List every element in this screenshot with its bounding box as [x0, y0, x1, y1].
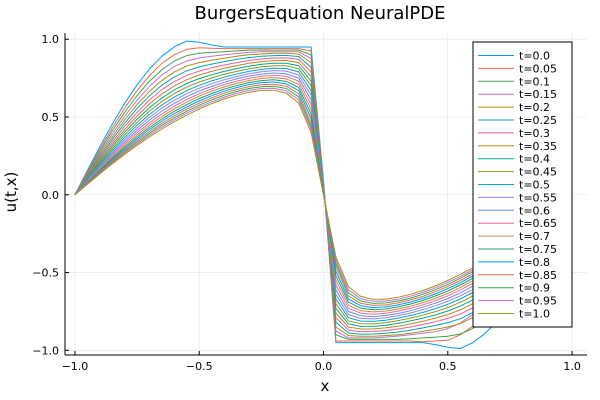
- legend-label: t=0.25: [519, 114, 557, 127]
- legend-label: t=0.6: [519, 204, 550, 217]
- legend-label: t=0.0: [519, 50, 550, 63]
- legend-label: t=0.45: [519, 166, 557, 179]
- legend-label: t=0.85: [519, 269, 557, 282]
- y-tick-label: −1.0: [32, 344, 59, 357]
- legend-label: t=0.15: [519, 88, 557, 101]
- chart-title: BurgersEquation NeuralPDE: [194, 3, 445, 24]
- legend-label: t=0.7: [519, 230, 550, 243]
- legend-label: t=0.5: [519, 179, 550, 192]
- legend-label: t=0.8: [519, 256, 550, 269]
- x-tick-label: 0.0: [315, 360, 333, 373]
- legend-label: t=0.65: [519, 217, 557, 230]
- x-tick-label: 0.5: [439, 360, 457, 373]
- legend-label: t=0.1: [519, 75, 550, 88]
- x-tick-label: 1.0: [563, 360, 581, 373]
- y-tick-label: 1.0: [42, 33, 60, 46]
- legend-label: t=0.75: [519, 243, 557, 256]
- x-tick-label: −0.5: [186, 360, 213, 373]
- y-tick-label: 0.0: [42, 189, 60, 202]
- legend-label: t=1.0: [519, 308, 550, 321]
- legend-label: t=0.35: [519, 140, 557, 153]
- y-tick-label: −0.5: [32, 267, 59, 280]
- x-axis-label: x: [321, 377, 330, 395]
- legend-label: t=0.4: [519, 153, 550, 166]
- legend-label: t=0.3: [519, 127, 550, 140]
- tick-labels: −1.0 −0.5 0.0 0.5 1.0 −1.0 −0.5 0.0 0.5 1.0: [32, 33, 581, 373]
- legend-label: t=0.95: [519, 295, 557, 308]
- x-tick-label: −1.0: [62, 360, 89, 373]
- legend-label: t=0.05: [519, 62, 557, 75]
- y-tick-label: 0.5: [42, 111, 60, 124]
- y-axis-label: u(t,x): [2, 172, 20, 213]
- legend-label: t=0.2: [519, 101, 550, 114]
- legend: t=0.0t=0.05t=0.1t=0.15t=0.2t=0.25t=0.3t=…: [472, 41, 573, 328]
- axes: [64, 33, 587, 356]
- legend-label: t=0.55: [519, 191, 557, 204]
- legend-label: t=0.9: [519, 282, 550, 295]
